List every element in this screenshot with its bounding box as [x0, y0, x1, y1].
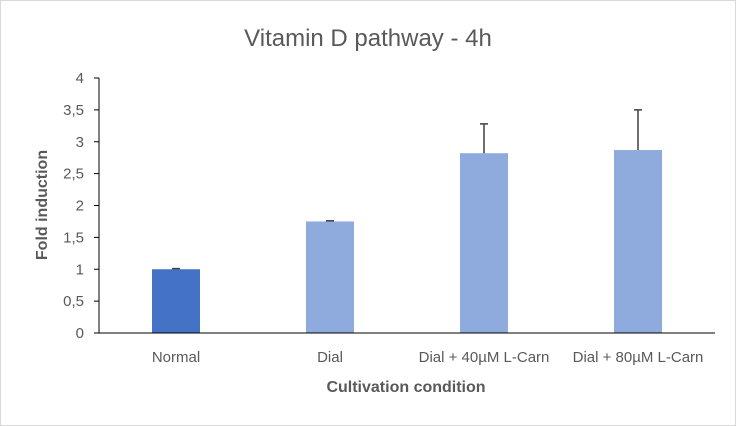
y-axis-ticks: 0 0,5 1 1,5 2 2,5 3 3,5 4 — [63, 70, 99, 342]
y-tick-label: 2 — [76, 198, 84, 215]
error-bars — [172, 109, 642, 270]
y-tick-label: 1,5 — [63, 229, 84, 246]
y-tick-label: 0 — [76, 325, 84, 342]
y-tick-label: 4 — [76, 70, 84, 87]
bar — [614, 150, 662, 333]
y-tick-label: 2,5 — [63, 166, 84, 183]
y-tick-label: 3 — [76, 134, 84, 151]
x-axis-ticks: Normal Dial Dial + 40µM L-Carn Dial + 80µM … — [152, 349, 704, 366]
bars — [152, 150, 662, 333]
y-axis-title: Fold induction — [34, 150, 51, 260]
y-tick-label: 3,5 — [63, 102, 84, 119]
axes — [98, 78, 715, 334]
bar — [152, 269, 200, 333]
x-tick-label: Dial + 80µM L-Carn — [573, 349, 704, 366]
x-axis-title: Cultivation condition — [326, 379, 485, 396]
x-tick-label: Normal — [152, 349, 200, 366]
x-tick-label: Dial — [317, 349, 343, 366]
y-tick-label: 0,5 — [63, 293, 84, 310]
bar — [306, 221, 354, 333]
bar — [460, 153, 508, 333]
x-tick-label: Dial + 40µM L-Carn — [419, 349, 550, 366]
y-tick-label: 1 — [76, 261, 84, 278]
chart-title: Vitamin D pathway - 4h — [244, 25, 492, 52]
